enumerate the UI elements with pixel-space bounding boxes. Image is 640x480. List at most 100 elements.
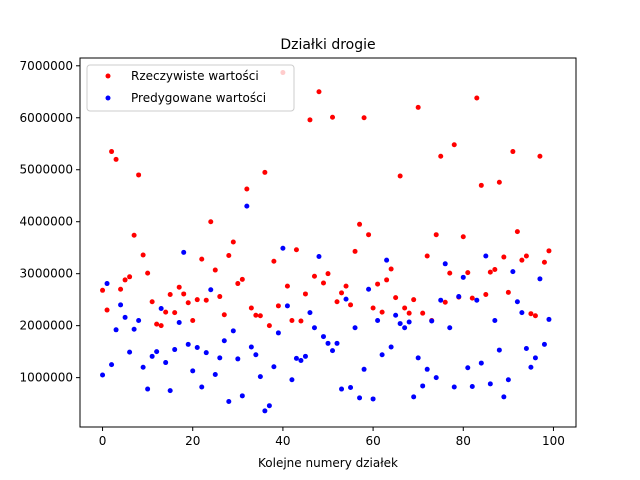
point-rzeczywiste-43 — [293, 247, 299, 253]
point-rzeczywiste-20 — [190, 317, 196, 323]
legend-label-rzeczywiste: Rzeczywiste wartości — [131, 69, 259, 83]
point-predygowane-58 — [361, 366, 367, 372]
point-predygowane-88 — [496, 347, 502, 353]
point-predygowane-3 — [113, 327, 119, 333]
point-rzeczywiste-52 — [334, 299, 340, 305]
point-rzeczywiste-24 — [208, 219, 214, 225]
point-predygowane-52 — [334, 340, 340, 346]
point-predygowane-67 — [402, 325, 408, 331]
point-predygowane-17 — [176, 320, 182, 326]
point-rzeczywiste-30 — [235, 281, 241, 287]
y-tick-label: 5000000 — [20, 163, 73, 177]
point-rzeczywiste-29 — [230, 239, 236, 245]
point-predygowane-35 — [257, 374, 263, 380]
point-predygowane-11 — [149, 353, 155, 359]
point-rzeczywiste-11 — [149, 299, 155, 305]
point-predygowane-70 — [415, 355, 421, 361]
point-predygowane-95 — [528, 364, 534, 370]
point-predygowane-68 — [406, 319, 412, 325]
point-rzeczywiste-32 — [244, 186, 250, 192]
point-rzeczywiste-62 — [379, 309, 385, 315]
point-predygowane-55 — [348, 385, 354, 390]
point-predygowane-72 — [424, 366, 430, 372]
point-rzeczywiste-93 — [519, 257, 525, 263]
point-rzeczywiste-39 — [275, 303, 281, 309]
point-rzeczywiste-23 — [203, 297, 209, 303]
point-predygowane-43 — [293, 355, 299, 361]
y-axis: 1000000 2000000 3000000 4000000 5000000 60000… — [20, 59, 80, 385]
point-rzeczywiste-57 — [357, 221, 363, 227]
point-rzeczywiste-10 — [145, 270, 151, 276]
point-rzeczywiste-65 — [393, 295, 399, 301]
point-rzeczywiste-81 — [465, 270, 471, 276]
point-rzeczywiste-95 — [528, 311, 534, 317]
point-predygowane-30 — [235, 356, 241, 362]
point-rzeczywiste-68 — [406, 310, 412, 316]
point-predygowane-91 — [510, 269, 516, 275]
point-rzeczywiste-44 — [298, 318, 304, 324]
point-rzeczywiste-96 — [532, 313, 538, 319]
point-rzeczywiste-2 — [109, 149, 115, 155]
point-predygowane-81 — [465, 365, 471, 371]
point-predygowane-73 — [429, 318, 435, 324]
point-predygowane-33 — [248, 344, 254, 350]
point-predygowane-51 — [330, 348, 336, 354]
point-predygowane-25 — [212, 372, 218, 378]
point-rzeczywiste-59 — [366, 232, 372, 238]
point-predygowane-54 — [343, 296, 349, 302]
point-predygowane-8 — [136, 317, 142, 323]
plot-frame — [79, 57, 577, 428]
point-predygowane-44 — [298, 357, 304, 363]
point-rzeczywiste-84 — [478, 182, 484, 188]
point-predygowane-0 — [100, 372, 106, 378]
point-predygowane-99 — [546, 316, 552, 322]
point-rzeczywiste-12 — [154, 321, 160, 327]
point-rzeczywiste-77 — [447, 270, 453, 276]
point-predygowane-4 — [118, 302, 124, 308]
point-rzeczywiste-87 — [492, 267, 498, 273]
point-rzeczywiste-66 — [397, 173, 403, 179]
point-predygowane-94 — [523, 346, 529, 352]
point-predygowane-48 — [316, 254, 322, 260]
x-tick-label: 0 — [99, 434, 107, 448]
point-rzeczywiste-58 — [361, 115, 367, 121]
point-rzeczywiste-8 — [136, 172, 142, 178]
point-rzeczywiste-74 — [433, 232, 439, 238]
point-rzeczywiste-55 — [348, 302, 354, 308]
point-predygowane-47 — [311, 325, 317, 331]
point-predygowane-31 — [239, 393, 245, 399]
point-predygowane-64 — [388, 344, 394, 350]
point-rzeczywiste-88 — [496, 179, 502, 185]
point-rzeczywiste-90 — [505, 289, 511, 295]
point-rzeczywiste-19 — [185, 300, 191, 306]
y-tick-label: 4000000 — [20, 215, 73, 229]
point-predygowane-29 — [230, 328, 236, 334]
point-rzeczywiste-14 — [163, 309, 169, 315]
point-rzeczywiste-1 — [104, 307, 110, 313]
point-predygowane-92 — [514, 299, 520, 305]
point-predygowane-36 — [262, 408, 268, 414]
point-predygowane-23 — [203, 350, 209, 356]
point-predygowane-9 — [140, 364, 146, 370]
point-rzeczywiste-51 — [330, 114, 336, 120]
point-predygowane-89 — [501, 394, 507, 400]
point-rzeczywiste-5 — [122, 277, 128, 283]
point-predygowane-56 — [352, 325, 358, 331]
x-axis-label: Kolejne numery działek — [258, 456, 398, 470]
x-tick-label: 20 — [185, 434, 200, 448]
point-rzeczywiste-82 — [469, 295, 475, 301]
point-predygowane-2 — [109, 362, 115, 368]
point-rzeczywiste-92 — [514, 229, 520, 235]
point-predygowane-75 — [438, 297, 444, 303]
point-predygowane-20 — [190, 368, 196, 374]
point-predygowane-93 — [519, 310, 525, 316]
point-rzeczywiste-41 — [284, 283, 290, 289]
point-rzeczywiste-94 — [523, 253, 529, 259]
point-rzeczywiste-36 — [262, 169, 268, 175]
point-rzeczywiste-78 — [451, 142, 457, 148]
point-predygowane-90 — [505, 377, 511, 383]
point-predygowane-45 — [302, 353, 308, 359]
point-predygowane-27 — [221, 338, 227, 344]
y-tick-label: 2000000 — [20, 319, 73, 333]
